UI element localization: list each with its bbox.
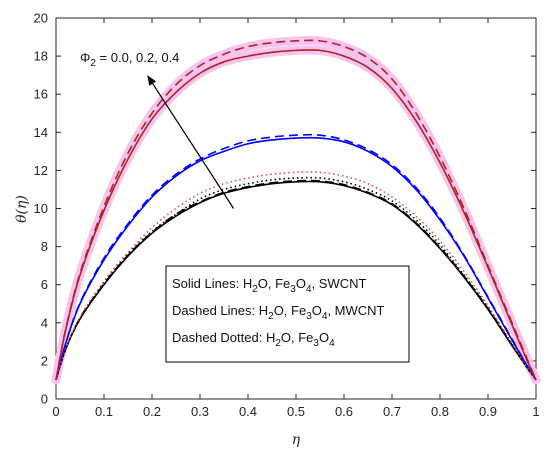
x-tick-label: 0.3 bbox=[191, 404, 209, 419]
series-layer bbox=[51, 35, 541, 385]
legend-entry-solid: Solid Lines: H2O, Fe3O4, SWCNT bbox=[172, 276, 366, 295]
y-tick-label: 4 bbox=[41, 315, 48, 330]
annotation-values: = 0.0, 0.2, 0.4 bbox=[96, 50, 179, 65]
series-line-dashed bbox=[55, 179, 537, 381]
y-tick-label: 20 bbox=[34, 11, 48, 26]
x-tick-label: 0.9 bbox=[479, 404, 497, 419]
legend-entry-dashed: Dashed Lines: H2O, Fe3O4, MWCNT bbox=[172, 303, 385, 322]
y-tick-label: 8 bbox=[41, 239, 48, 254]
x-tick-label: 0.2 bbox=[143, 404, 161, 419]
x-tick-label: 0.6 bbox=[335, 404, 353, 419]
y-axis-label: θ(η) bbox=[14, 195, 30, 223]
x-tick-label: 1 bbox=[532, 404, 539, 419]
x-tick-label: 0.7 bbox=[383, 404, 401, 419]
y-tick-label: 0 bbox=[41, 392, 48, 407]
legend-box: Solid Lines: H2O, Fe3O4, SWCNT Dashed Li… bbox=[165, 265, 410, 363]
series-line-dotted bbox=[55, 176, 537, 381]
y-tick-label: 2 bbox=[41, 353, 48, 368]
annotation: Φ2 = 0.0, 0.2, 0.4 bbox=[80, 50, 235, 209]
annotation-text: Φ2 = 0.0, 0.2, 0.4 bbox=[80, 50, 179, 69]
x-tick-label: 0 bbox=[52, 404, 59, 419]
x-tick-label: 0.1 bbox=[95, 404, 113, 419]
x-tick-label: 0.5 bbox=[287, 404, 305, 419]
series-line-dashed bbox=[55, 39, 537, 381]
y-tick-label: 12 bbox=[34, 163, 48, 178]
x-axis-label: η bbox=[292, 432, 301, 448]
annotation-phi: Φ bbox=[80, 50, 90, 65]
y-tick-label: 18 bbox=[34, 49, 48, 64]
legend-entry-dotted: Dashed Dotted: H2O, Fe3O4 bbox=[172, 330, 335, 349]
y-tick-label: 14 bbox=[34, 125, 48, 140]
x-tick-label: 0.4 bbox=[239, 404, 257, 419]
series-line-solid bbox=[55, 49, 537, 381]
axes: 0 0.1 0.2 0.3 0.4 0.5 0.6 0.7 0.8 0.9 102468101214… bbox=[34, 11, 540, 420]
y-tick-label: 10 bbox=[34, 201, 48, 216]
series-line-dashed bbox=[55, 133, 537, 381]
annotation-arrow bbox=[152, 83, 235, 209]
annotation-arrowhead bbox=[147, 75, 156, 86]
x-tick-label: 0.8 bbox=[431, 404, 449, 419]
y-tick-label: 6 bbox=[41, 277, 48, 292]
y-tick-label: 16 bbox=[34, 87, 48, 102]
legend-frame bbox=[165, 265, 410, 363]
annotation-phi-subscript: 2 bbox=[90, 58, 96, 69]
